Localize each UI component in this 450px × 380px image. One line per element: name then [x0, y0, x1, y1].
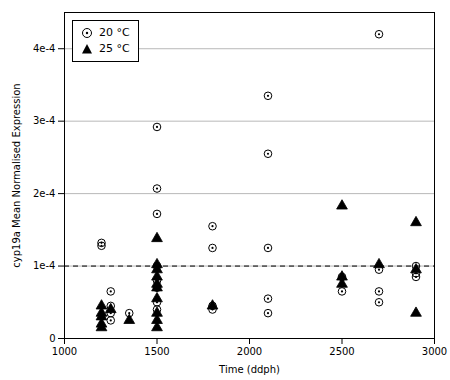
svg-text:2500: 2500: [329, 346, 354, 357]
svg-text:4e-4: 4e-4: [33, 43, 56, 54]
svg-text:3000: 3000: [422, 346, 447, 357]
svg-text:1500: 1500: [144, 346, 169, 357]
svg-text:1000: 1000: [52, 346, 77, 357]
svg-text:0: 0: [49, 333, 55, 344]
svg-text:Time (ddph): Time (ddph): [218, 364, 280, 375]
svg-text:1e-4: 1e-4: [33, 260, 56, 271]
svg-text:2e-4: 2e-4: [33, 188, 56, 199]
svg-text:3e-4: 3e-4: [33, 115, 56, 126]
svg-text:cyp19a Mean Normalised Express: cyp19a Mean Normalised Expression: [11, 83, 22, 267]
svg-text:2000: 2000: [237, 346, 262, 357]
html-text:20 °C: 20 °C: [99, 26, 130, 39]
html-text:25 °C: 25 °C: [99, 42, 130, 55]
